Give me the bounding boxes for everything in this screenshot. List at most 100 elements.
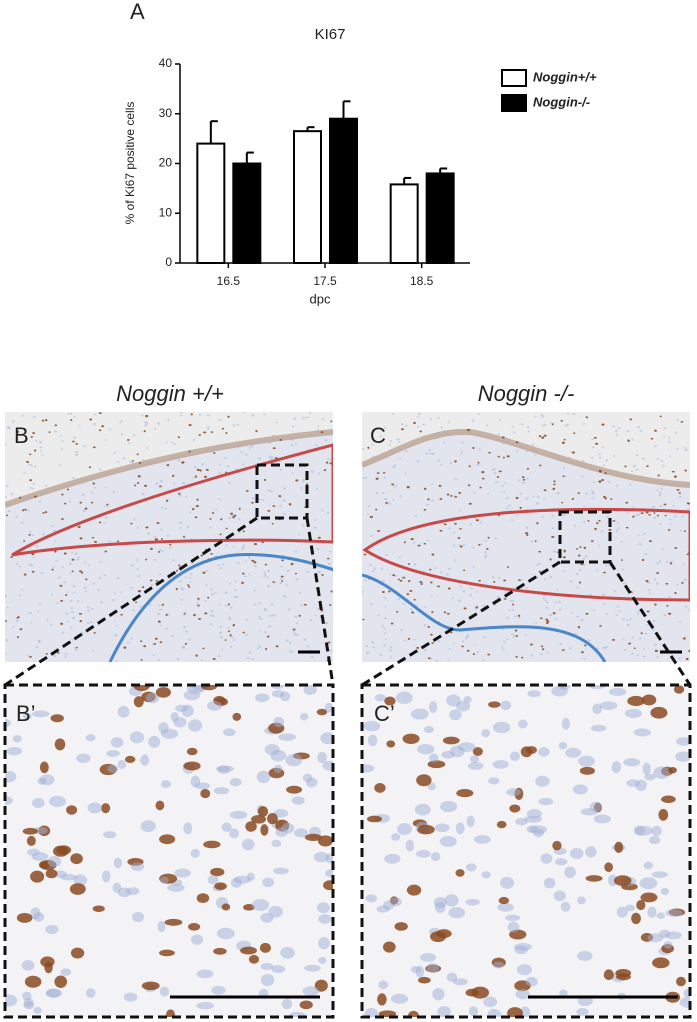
cell [185,495,188,498]
cell [103,831,117,839]
cell [127,442,131,445]
cell [541,436,545,439]
cell [529,654,533,657]
cell [193,613,196,617]
cell [440,426,443,429]
cell [139,605,142,608]
cell [323,880,333,891]
cell [688,649,690,653]
cell [440,800,458,813]
cell [327,562,331,566]
cell [202,647,205,650]
cell [656,912,666,919]
cell [29,563,34,567]
cell [310,470,314,473]
cell [18,594,22,597]
cell [267,812,278,825]
cell [668,440,671,443]
cell [111,599,115,602]
cell [148,603,152,606]
cell [32,556,35,559]
cell [66,620,70,623]
cell [381,492,385,494]
cell [378,980,389,989]
cell [70,853,83,865]
cell [622,582,626,585]
cell [518,479,521,482]
cell [317,607,320,610]
cell [16,617,19,619]
cell [18,496,22,499]
cell [551,527,555,530]
cell [367,446,370,449]
cell [593,436,597,439]
cell [493,468,496,470]
cell [577,896,586,905]
cell [294,615,298,618]
cell [314,614,317,617]
cell [426,503,429,506]
cell [290,562,294,566]
cell [115,660,118,662]
cell [516,514,519,517]
cell [285,753,303,767]
cell [635,779,647,792]
cell [294,442,298,446]
cell [641,558,645,562]
cell [188,719,203,732]
cell [668,518,672,521]
zoom-outlines [3,463,692,1019]
cell [506,638,509,641]
cell [558,608,562,611]
cell [633,647,636,650]
cell [250,445,254,448]
cell [501,485,504,488]
cell [410,966,421,974]
cell [155,482,159,485]
cell [97,588,100,592]
cell [525,587,529,589]
cell [56,845,72,855]
cell [166,464,170,467]
cell [627,695,645,707]
cell [195,654,198,657]
cell [617,427,621,430]
cell [326,461,329,464]
cell [247,573,251,576]
cell [234,580,237,583]
cell [218,472,221,475]
cell [472,546,475,549]
cell [546,651,550,654]
cell [594,527,597,530]
cell [203,600,207,602]
cell [656,458,659,460]
cell [676,583,679,587]
cell [64,655,67,658]
cell [416,460,420,463]
cell [244,453,248,456]
cell [133,685,151,692]
cell [520,656,524,659]
cell [219,567,223,570]
cell [232,639,236,642]
cell [649,835,661,845]
cell [48,431,51,433]
cell [585,875,603,882]
cell [248,447,252,449]
cell [216,765,234,773]
cell [203,431,207,434]
cell [578,569,582,572]
cell [157,659,160,661]
cell [294,550,298,553]
cell [670,560,673,563]
cell [366,815,383,823]
cell [46,619,49,622]
cell [263,478,267,481]
cell [514,615,518,618]
cell [124,755,136,763]
cell [501,442,505,445]
cell [5,496,7,499]
cell [44,484,48,487]
cell [219,625,223,629]
cell [232,516,235,519]
